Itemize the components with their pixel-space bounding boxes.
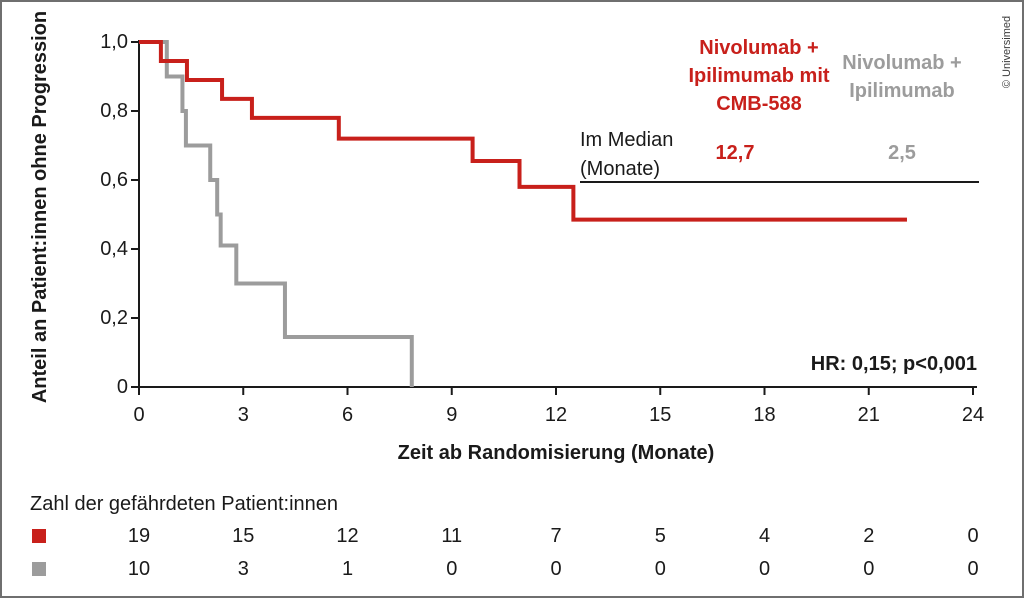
x-tick-label: 9 [446, 404, 458, 426]
x-axis-title: Zeit ab Randomisierung (Monate) [397, 442, 715, 464]
risk-count: 11 [441, 525, 463, 547]
legend-arm1-line2: Ipilimumab mit [688, 65, 830, 87]
x-tick-label: 18 [753, 404, 776, 426]
risk-table-title: Zahl der gefährdeten Patient:innen [30, 493, 338, 515]
risk-count: 0 [654, 558, 666, 580]
legend-arm1-line3: CMB-588 [716, 93, 802, 115]
legend-arm1-label: Nivolumab + Ipilimumab mit CMB-588 [647, 34, 871, 118]
median-underline [580, 181, 979, 183]
risk-count: 0 [758, 558, 771, 580]
risk-count: 0 [863, 558, 875, 580]
x-tick-label: 15 [649, 404, 672, 426]
median-row-label: Im Median (Monate) [580, 126, 673, 184]
risk-count: 0 [967, 558, 979, 580]
risk-swatch-arm1 [32, 529, 46, 543]
risk-count: 0 [967, 525, 979, 547]
y-tick-label: 0,6 [100, 169, 128, 191]
legend-arm2-line2: Ipilimumab [849, 80, 955, 102]
risk-count: 7 [550, 525, 562, 547]
risk-count: 5 [654, 525, 666, 547]
copyright-note: © Universimed [1001, 15, 1013, 89]
median-label-line1: Im Median [580, 129, 674, 151]
hazard-ratio-annotation: HR: 0,15; p<0,001 [810, 353, 977, 375]
risk-row-arm2: 10 3 1 0 0 0 0 0 0 [2, 556, 1022, 582]
median-value-arm1: 12,7 [715, 142, 755, 164]
x-tick-label: 3 [237, 404, 249, 426]
risk-count: 0 [446, 558, 458, 580]
y-tick-label: 1,0 [100, 31, 128, 53]
risk-count: 12 [336, 525, 359, 547]
x-tick-label: 0 [133, 404, 145, 426]
risk-count: 4 [758, 525, 771, 547]
median-value-arm2: 2,5 [888, 142, 916, 164]
legend-arm1-line1: Nivolumab + [699, 37, 819, 59]
x-tick-label: 6 [341, 404, 354, 426]
risk-row-arm1: 19 15 12 11 7 5 4 2 0 [2, 523, 1022, 549]
risk-swatch-arm2 [32, 562, 46, 576]
x-tick-label: 12 [544, 404, 568, 426]
km-curve-arm2 [139, 40, 414, 387]
risk-count: 3 [237, 558, 249, 580]
km-curve-arm1 [139, 40, 907, 222]
x-tick-label: 21 [857, 404, 880, 426]
y-tick-label: 0 [116, 376, 128, 398]
risk-count: 1 [341, 558, 354, 580]
y-tick-label: 0,2 [100, 307, 128, 329]
risk-count: 19 [127, 525, 151, 547]
y-tick-label: 0,8 [100, 100, 128, 122]
y-tick-label: 0,4 [100, 238, 128, 260]
risk-count: 0 [550, 558, 562, 580]
risk-count: 2 [863, 525, 875, 547]
legend-arm2-label: Nivolumab + Ipilimumab [790, 49, 1014, 105]
y-axis-title: Anteil an Patient:innen ohne Progression [29, 10, 51, 404]
median-label-line2: (Monate) [580, 158, 661, 180]
legend-arm2-line1: Nivolumab + [842, 52, 962, 74]
risk-count: 10 [127, 558, 151, 580]
risk-count: 15 [232, 525, 255, 547]
x-tick-label: 24 [961, 404, 985, 426]
